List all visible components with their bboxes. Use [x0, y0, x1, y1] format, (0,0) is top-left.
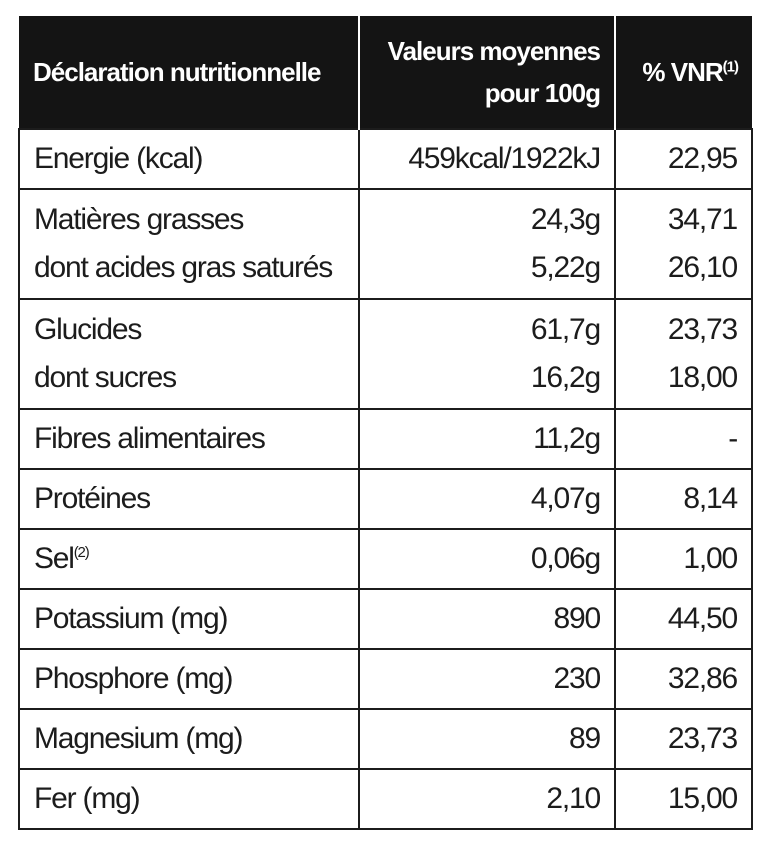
row-name: Fibres alimentaires [18, 408, 360, 470]
row-name-text: Phosphore (mg) [34, 662, 234, 695]
header-vnr-note: (1) [722, 58, 739, 76]
header-vnr: % VNR(1) [615, 16, 752, 129]
table-row: Fibres alimentaires 11,2g - [18, 408, 753, 470]
row-name: Potassium (mg) [18, 588, 360, 650]
row-name: Protéines [18, 468, 360, 530]
row-vnr: - [614, 408, 753, 470]
table-row: Matières grasses dont acides gras saturé… [18, 188, 753, 300]
row-subname-text: dont sucres [34, 361, 177, 394]
row-value: 24,3g 5,22g [358, 188, 616, 300]
row-value-text: 0,06g [530, 542, 601, 575]
row-vnr-text: 15,00 [667, 782, 738, 815]
row-name-text: Magnesium (mg) [34, 722, 243, 755]
row-name: Matières grasses dont acides gras saturé… [18, 188, 360, 300]
row-subvnr-text: 18,00 [667, 361, 738, 394]
row-vnr: 32,86 [614, 648, 753, 710]
row-name: Fer (mg) [18, 768, 360, 830]
row-vnr-text: 44,50 [667, 602, 738, 635]
row-name: Sel(2) [18, 528, 360, 590]
row-value: 890 [358, 588, 616, 650]
table-row: Glucides dont sucres 61,7g 16,2g 23,73 1… [18, 298, 753, 410]
row-vnr: 8,14 [614, 468, 753, 530]
row-value: 459kcal/1922kJ [358, 128, 616, 190]
row-value: 11,2g [358, 408, 616, 470]
row-name: Magnesium (mg) [18, 708, 360, 770]
row-subvnr-text: 26,10 [667, 251, 738, 284]
row-vnr: 15,00 [614, 768, 753, 830]
table-row: Protéines 4,07g 8,14 [18, 468, 753, 530]
row-name-text: Energie (kcal) [34, 142, 203, 175]
row-value-text: 230 [553, 662, 602, 695]
row-vnr-text: 1,00 [683, 542, 738, 575]
header-name-label: Déclaration nutritionnelle [33, 57, 321, 87]
row-value-text: 2,10 [546, 782, 601, 815]
row-value-text: 11,2g [533, 422, 601, 455]
row-value: 4,07g [358, 468, 616, 530]
row-vnr: 44,50 [614, 588, 753, 650]
table-row: Phosphore (mg) 230 32,86 [18, 648, 753, 710]
row-name: Glucides dont sucres [18, 298, 360, 410]
row-subvalue-text: 16,2g [530, 361, 601, 394]
row-value-text: 89 [569, 722, 601, 755]
table-header-row: Déclaration nutritionnelle Valeurs moyen… [19, 16, 752, 129]
row-name-text: Potassium (mg) [34, 602, 228, 635]
row-value: 89 [358, 708, 616, 770]
header-values: Valeurs moyennes pour 100g [359, 16, 616, 129]
header-vnr-label: % VNR [642, 57, 723, 87]
row-vnr-text: 22,95 [667, 142, 738, 175]
row-name-text: Sel [34, 542, 75, 575]
row-name-text: Matières grasses [34, 203, 244, 236]
row-vnr: 34,71 26,10 [614, 188, 753, 300]
header-values-line1: Valeurs moyennes [387, 36, 601, 66]
row-vnr-text: - [728, 422, 738, 455]
row-value-text: 4,07g [530, 482, 601, 515]
row-name-text: Fibres alimentaires [34, 422, 266, 455]
table-row: Sel(2) 0,06g 1,00 [18, 528, 753, 590]
row-vnr: 1,00 [614, 528, 753, 590]
row-value: 2,10 [358, 768, 616, 830]
table-row: Energie (kcal) 459kcal/1922kJ 22,95 [18, 128, 753, 190]
row-subname-text: dont acides gras saturés [34, 251, 333, 284]
table-row: Fer (mg) 2,10 15,00 [18, 768, 753, 830]
row-vnr-text: 8,14 [683, 482, 738, 515]
row-name-text: Protéines [34, 482, 151, 515]
row-vnr-text: 32,86 [667, 662, 738, 695]
row-name-note: (2) [73, 544, 90, 561]
header-values-line2: pour 100g [484, 78, 601, 108]
row-vnr: 23,73 18,00 [614, 298, 753, 410]
row-subvalue-text: 5,22g [530, 251, 601, 284]
row-name-text: Glucides [34, 313, 142, 346]
row-name: Phosphore (mg) [18, 648, 360, 710]
row-vnr-text: 23,73 [667, 722, 738, 755]
row-value-text: 890 [553, 602, 602, 635]
row-value-text: 61,7g [530, 313, 601, 346]
row-value-text: 24,3g [530, 203, 601, 236]
row-value: 230 [358, 648, 616, 710]
row-vnr: 23,73 [614, 708, 753, 770]
nutrition-table: Déclaration nutritionnelle Valeurs moyen… [18, 16, 753, 830]
row-name-text: Fer (mg) [34, 782, 141, 815]
row-vnr-text: 23,73 [667, 313, 738, 346]
row-vnr: 22,95 [614, 128, 753, 190]
row-name: Energie (kcal) [18, 128, 360, 190]
table-row: Magnesium (mg) 89 23,73 [18, 708, 753, 770]
row-value-text: 459kcal/1922kJ [408, 142, 601, 175]
table-row: Potassium (mg) 890 44,50 [18, 588, 753, 650]
row-vnr-text: 34,71 [667, 203, 738, 236]
row-value: 0,06g [358, 528, 616, 590]
header-name: Déclaration nutritionnelle [19, 16, 360, 129]
row-value: 61,7g 16,2g [358, 298, 616, 410]
